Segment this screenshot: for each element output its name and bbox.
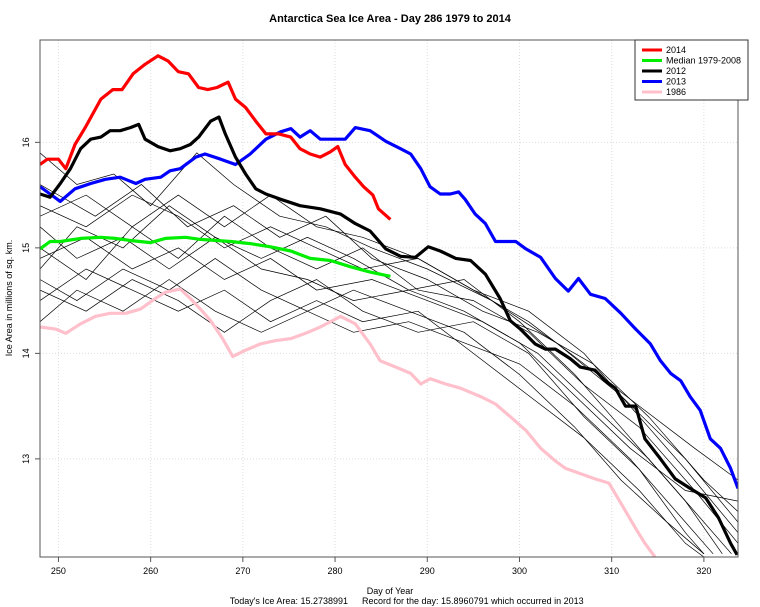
legend-label: 1986 [666,87,686,97]
legend-label: 2012 [666,66,686,76]
background-year-line [40,226,723,555]
background-year-line [40,215,738,544]
x-tick-label: 250 [51,566,66,576]
series-line-2012 [40,115,738,556]
background-year-line [40,236,732,555]
x-tick-label: 320 [696,566,711,576]
chart-title: Antarctica Sea Ice Area - Day 286 1979 t… [269,13,512,25]
footer-todays-area: Today's Ice Area: 15.2738991 [230,596,348,606]
highlighted-series [40,54,738,557]
y-tick-label: 13 [21,454,31,464]
legend-label: 2014 [666,45,686,55]
series-line-2013 [40,125,738,489]
background-year-line [40,152,738,523]
series-line-median-1979-2008 [40,235,391,278]
series-line-2014 [40,54,392,221]
background-year-line [40,279,714,555]
y-tick-label: 15 [21,243,31,253]
background-year-line [40,268,705,557]
y-axis-label: Ice Area in millions of sq. km. [4,240,14,357]
legend-label: 2013 [666,77,686,87]
background-year-line [40,257,705,555]
x-tick-label: 270 [235,566,250,576]
gridlines [40,40,738,557]
background-year-line [40,279,705,555]
background-year-line [40,194,738,481]
x-tick-label: 300 [512,566,527,576]
y-tick-label: 16 [21,137,31,147]
legend-label: Median 1979-2008 [666,56,741,66]
series-line-1986 [40,287,657,557]
y-axis: 13 14 15 16 [21,137,40,464]
background-year-line [40,205,738,502]
x-tick-label: 280 [328,566,343,576]
plot-frame [39,39,739,558]
y-tick-label: 14 [21,348,31,358]
x-tick-label: 310 [604,566,619,576]
x-tick-label: 260 [143,566,158,576]
x-tick-label: 290 [420,566,435,576]
background-year-lines [40,152,738,557]
x-axis: 250 260 270 280 290 300 310 320 [51,557,711,576]
footer-record: Record for the day: 15.8960791 which occ… [362,596,584,606]
x-axis-label: Day of Year [367,586,414,596]
